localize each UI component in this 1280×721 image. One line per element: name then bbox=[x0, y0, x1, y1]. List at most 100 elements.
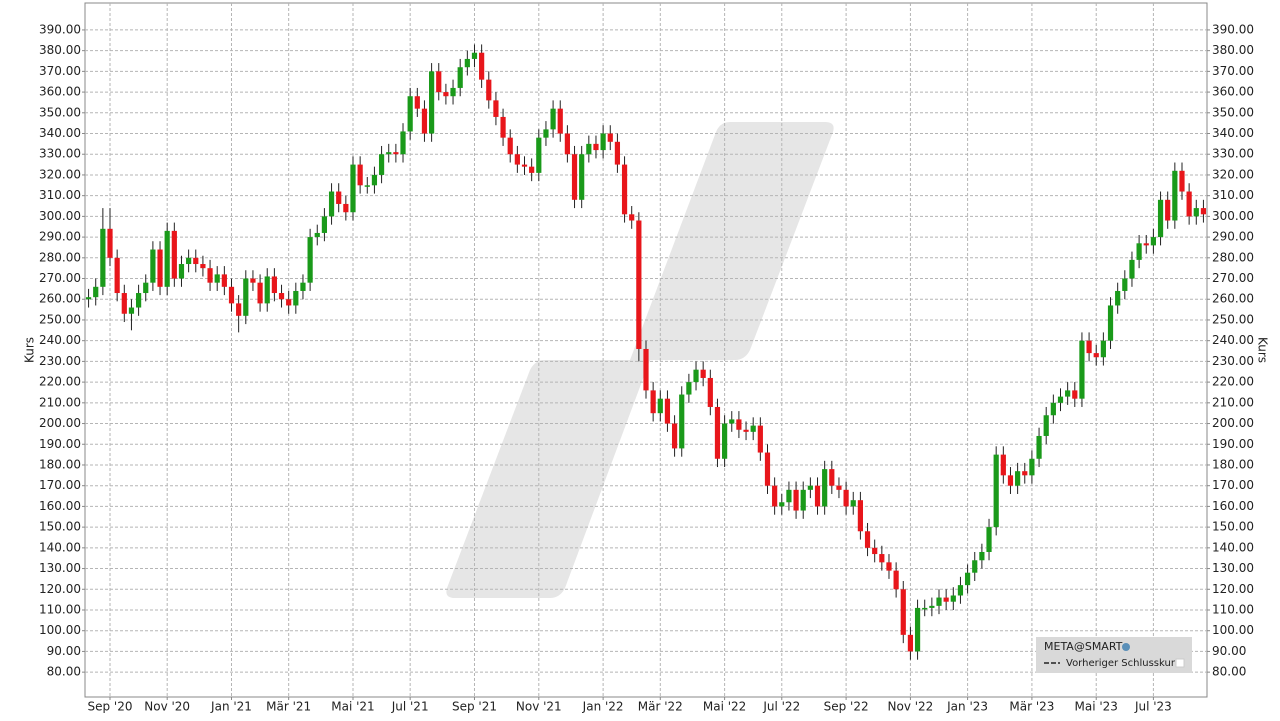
y2-tick-label: 110.00 bbox=[1212, 602, 1254, 616]
candle-body bbox=[1115, 290, 1121, 306]
candle-body bbox=[964, 572, 971, 586]
candle-body bbox=[107, 228, 113, 258]
x-tick-label: Mai '21 bbox=[331, 700, 374, 714]
candle-body bbox=[1186, 191, 1192, 217]
candle-body bbox=[579, 154, 585, 200]
candle-body bbox=[1079, 340, 1085, 399]
candle-body bbox=[307, 237, 313, 283]
candle-body bbox=[257, 282, 263, 304]
y-tick-label: 320.00 bbox=[39, 167, 81, 181]
watermark-shape bbox=[446, 360, 650, 598]
candle-body bbox=[471, 52, 478, 59]
y2-tick-label: 130.00 bbox=[1212, 561, 1254, 575]
y2-tick-label: 340.00 bbox=[1212, 126, 1254, 140]
y-tick-label: 100.00 bbox=[39, 623, 81, 637]
candle-body bbox=[1000, 454, 1006, 476]
candle-body bbox=[436, 71, 442, 93]
y2-tick-label: 220.00 bbox=[1212, 375, 1254, 389]
y-tick-label: 140.00 bbox=[39, 540, 81, 554]
candle-body bbox=[493, 100, 499, 117]
candle-body bbox=[464, 58, 470, 68]
candle-body bbox=[714, 406, 721, 459]
y-tick-label: 110.00 bbox=[39, 602, 81, 616]
y2-tick-label: 290.00 bbox=[1212, 230, 1254, 244]
candle-body bbox=[593, 143, 599, 151]
legend-icon bbox=[1122, 643, 1130, 651]
candle-body bbox=[743, 429, 749, 432]
candle-body bbox=[550, 108, 556, 130]
x-tick-label: Jan '23 bbox=[946, 700, 988, 714]
candle-body bbox=[1022, 471, 1028, 476]
x-tick-label: Sep '22 bbox=[824, 700, 869, 714]
candle-body bbox=[679, 394, 685, 449]
candle-body bbox=[193, 257, 199, 265]
x-tick-label: Jul '23 bbox=[1134, 700, 1172, 714]
candle-body bbox=[228, 286, 235, 304]
candle-body bbox=[1150, 237, 1157, 246]
candle-body bbox=[93, 286, 99, 298]
candle-body bbox=[236, 303, 242, 316]
candle-body bbox=[936, 597, 942, 606]
candle-body bbox=[1036, 435, 1042, 459]
candle-body bbox=[843, 489, 849, 507]
x-tick-label: Nov '21 bbox=[516, 700, 562, 714]
candle-body bbox=[250, 278, 256, 283]
y2-tick-label: 140.00 bbox=[1212, 540, 1254, 554]
candle-body bbox=[850, 500, 856, 507]
candle-body bbox=[607, 133, 613, 142]
x-tick-label: Jul '21 bbox=[391, 700, 429, 714]
candle-body bbox=[636, 220, 642, 349]
candle-body bbox=[143, 282, 149, 294]
candle-body bbox=[300, 282, 306, 291]
y2-tick-label: 330.00 bbox=[1212, 147, 1254, 161]
legend-label: META@SMART bbox=[1044, 640, 1123, 653]
y-tick-label: 300.00 bbox=[39, 209, 81, 223]
candle-body bbox=[729, 419, 735, 424]
candle-body bbox=[722, 423, 728, 459]
y2-tick-label: 390.00 bbox=[1212, 22, 1254, 36]
y2-tick-label: 210.00 bbox=[1212, 395, 1254, 409]
y2-tick-label: 240.00 bbox=[1212, 333, 1254, 347]
candle-body bbox=[150, 249, 156, 283]
candle-body bbox=[100, 228, 106, 287]
candle-body bbox=[486, 79, 492, 101]
candle-body bbox=[186, 257, 192, 265]
candle-body bbox=[1200, 208, 1207, 215]
y2-tick-label: 250.00 bbox=[1212, 312, 1254, 326]
x-tick-label: Mai '22 bbox=[703, 700, 746, 714]
candle-body bbox=[586, 143, 592, 155]
candle-body bbox=[686, 382, 692, 395]
candle-body bbox=[1015, 471, 1021, 486]
candle-body bbox=[1179, 170, 1185, 192]
candle-body bbox=[864, 531, 871, 548]
candle-body bbox=[450, 87, 456, 97]
candle-body bbox=[164, 230, 170, 287]
y2-tick-label: 100.00 bbox=[1212, 623, 1254, 637]
candle-body bbox=[836, 485, 842, 490]
legend-box bbox=[1036, 637, 1192, 673]
candle-body bbox=[822, 469, 828, 507]
y2-tick-label: 200.00 bbox=[1212, 416, 1254, 430]
candle-body bbox=[793, 489, 799, 511]
y2-tick-label: 280.00 bbox=[1212, 250, 1254, 264]
y2-tick-label: 260.00 bbox=[1212, 292, 1254, 306]
candle-body bbox=[85, 297, 92, 300]
y-tick-label: 200.00 bbox=[39, 416, 81, 430]
candle-body bbox=[1122, 278, 1128, 291]
candle-body bbox=[629, 214, 635, 221]
candle-body bbox=[293, 290, 299, 306]
candle-body bbox=[421, 108, 428, 134]
legend-checkbox[interactable] bbox=[1175, 658, 1185, 668]
candle-body bbox=[950, 595, 956, 602]
candle-body bbox=[1072, 390, 1078, 399]
x-tick-label: Sep '20 bbox=[88, 700, 133, 714]
watermark-shape bbox=[630, 122, 834, 360]
candle-body bbox=[393, 152, 399, 155]
x-tick-label: Jul '22 bbox=[762, 700, 800, 714]
y2-tick-label: 160.00 bbox=[1212, 499, 1254, 513]
candle-body bbox=[321, 216, 328, 233]
candle-body bbox=[557, 108, 563, 134]
candle-body bbox=[479, 52, 485, 80]
candle-body bbox=[814, 485, 821, 507]
